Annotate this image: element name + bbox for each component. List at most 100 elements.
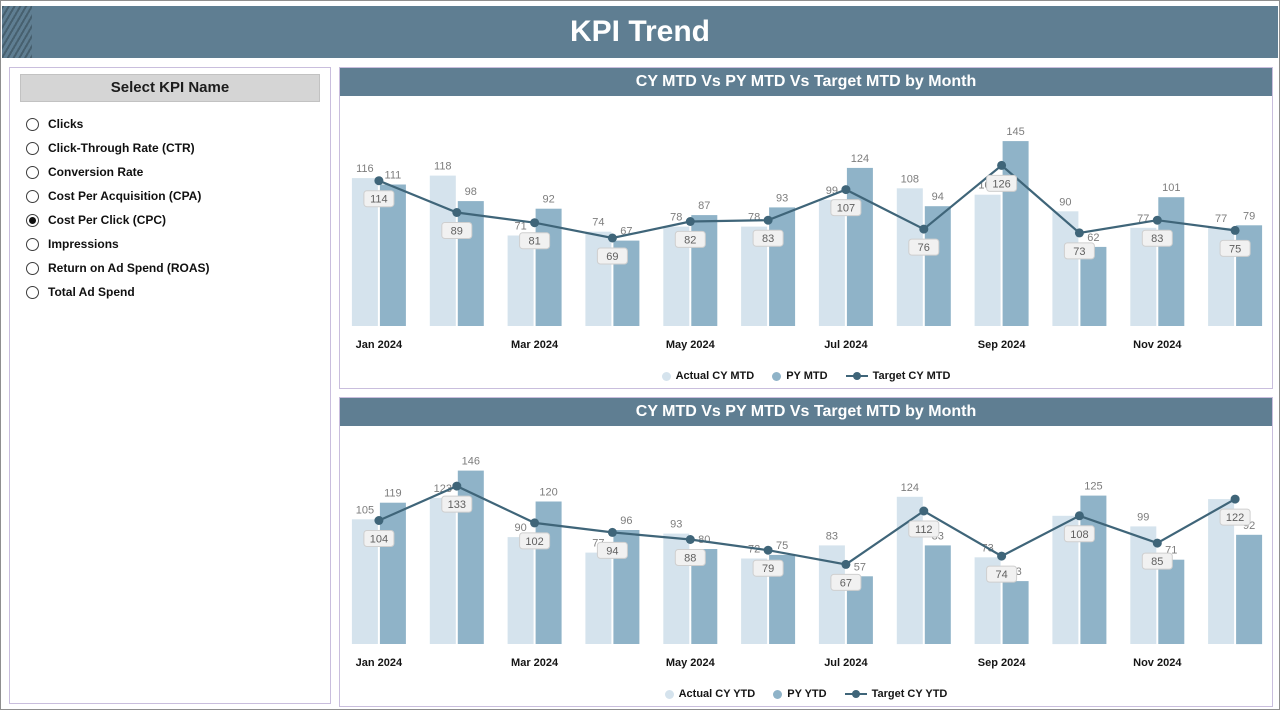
py-bar[interactable]: [846, 167, 873, 326]
target-dot[interactable]: [1074, 228, 1084, 238]
target-dot[interactable]: [763, 545, 773, 555]
actual-bar[interactable]: [507, 537, 534, 644]
target-label-box: [908, 520, 940, 538]
actual-bar[interactable]: [974, 194, 1001, 326]
target-value-label: 122: [1226, 512, 1244, 524]
target-dot[interactable]: [997, 160, 1007, 170]
bar-value-label: 71: [514, 221, 526, 233]
legend-label: PY MTD: [786, 370, 828, 382]
target-dot[interactable]: [841, 185, 851, 195]
target-dot[interactable]: [919, 506, 929, 516]
py-bar[interactable]: [1158, 197, 1185, 326]
target-value-label: 133: [448, 499, 466, 511]
kpi-option-return-on-ad-spend-roas[interactable]: Return on Ad Spend (ROAS): [10, 256, 330, 280]
py-bar[interactable]: [379, 502, 406, 644]
bar-value-label: 108: [901, 173, 919, 185]
target-dot[interactable]: [452, 481, 462, 491]
py-bar[interactable]: [924, 206, 951, 326]
actual-bar[interactable]: [429, 497, 456, 644]
target-dot[interactable]: [685, 217, 695, 226]
legend-item-py-mtd[interactable]: PY MTD: [772, 370, 828, 382]
kpi-option-cost-per-click-cpc[interactable]: Cost Per Click (CPC): [10, 208, 330, 232]
target-dot[interactable]: [1152, 215, 1162, 225]
py-bar[interactable]: [1080, 246, 1107, 326]
radio-icon[interactable]: [26, 285, 39, 299]
radio-icon[interactable]: [26, 165, 39, 179]
target-value-label: 114: [370, 194, 388, 206]
series-marker-icon: [772, 371, 782, 381]
target-dot[interactable]: [1230, 494, 1240, 504]
target-dot[interactable]: [685, 535, 695, 544]
bar-value-label: 90: [514, 522, 526, 534]
target-dot[interactable]: [997, 551, 1007, 561]
legend-item-py-ytd[interactable]: PY YTD: [773, 688, 827, 700]
target-value-label: 67: [840, 577, 852, 589]
kpi-option-clicks[interactable]: Clicks: [10, 112, 330, 136]
target-dot[interactable]: [1230, 225, 1240, 235]
legend-item-actual-cy-ytd[interactable]: Actual CY YTD: [664, 688, 755, 700]
radio-selected-icon[interactable]: [26, 213, 39, 227]
actual-bar[interactable]: [429, 175, 456, 326]
radio-icon[interactable]: [26, 237, 39, 251]
target-dot[interactable]: [607, 233, 617, 243]
actual-bar[interactable]: [507, 235, 534, 327]
py-bar[interactable]: [457, 201, 484, 326]
target-value-label: 126: [992, 178, 1010, 190]
kpi-option-label: Return on Ad Spend (ROAS): [48, 261, 210, 275]
radio-icon[interactable]: [26, 141, 39, 155]
py-bar[interactable]: [924, 545, 951, 644]
actual-bar[interactable]: [1052, 211, 1079, 326]
kpi-option-cost-per-acquisition-cpa[interactable]: Cost Per Acquisition (CPA): [10, 184, 330, 208]
actual-bar[interactable]: [1130, 526, 1157, 644]
py-bar[interactable]: [769, 207, 796, 326]
py-bar[interactable]: [379, 184, 406, 327]
actual-bar[interactable]: [585, 552, 612, 644]
target-dot[interactable]: [607, 527, 617, 537]
x-axis-label: Nov 2024: [1133, 339, 1182, 351]
radio-icon[interactable]: [26, 117, 39, 131]
chart-panel-mtd: CY MTD Vs PY MTD Vs Target MTD by Month …: [339, 67, 1273, 389]
bar-value-label: 116: [356, 163, 374, 175]
actual-bar[interactable]: [896, 496, 923, 645]
kpi-option-total-ad-spend[interactable]: Total Ad Spend: [10, 280, 330, 304]
target-dot[interactable]: [763, 215, 773, 225]
x-axis-label: Sep 2024: [978, 657, 1027, 669]
bar-value-label: 101: [1162, 182, 1180, 194]
py-bar[interactable]: [1158, 559, 1185, 644]
target-dot[interactable]: [1152, 538, 1162, 548]
kpi-option-click-through-rate-ctr[interactable]: Click-Through Rate (CTR): [10, 136, 330, 160]
target-label-box: [752, 229, 784, 247]
target-dot[interactable]: [530, 218, 540, 228]
bar-value-label: 118: [434, 161, 452, 173]
target-label-box: [752, 559, 784, 577]
actual-bar[interactable]: [818, 199, 845, 326]
py-bar[interactable]: [1002, 581, 1029, 644]
target-dot[interactable]: [530, 518, 540, 528]
target-dot[interactable]: [1074, 511, 1084, 521]
target-label-box: [1141, 552, 1173, 570]
bar-value-label: 146: [462, 456, 480, 468]
target-dot[interactable]: [841, 559, 851, 569]
target-dot[interactable]: [919, 224, 929, 234]
target-dot[interactable]: [374, 516, 384, 525]
target-dot[interactable]: [374, 176, 384, 186]
actual-bar[interactable]: [585, 231, 612, 326]
kpi-option-conversion-rate[interactable]: Conversion Rate: [10, 160, 330, 184]
line-marker-icon: [845, 372, 868, 379]
kpi-option-impressions[interactable]: Impressions: [10, 232, 330, 256]
actual-bar[interactable]: [896, 188, 923, 326]
radio-icon[interactable]: [26, 261, 39, 275]
legend-item-target-cy-ytd[interactable]: Target CY YTD: [844, 688, 947, 700]
radio-icon[interactable]: [26, 189, 39, 203]
bar-value-label: 78: [748, 212, 760, 224]
target-dot[interactable]: [452, 208, 462, 217]
kpi-panel-title: Select KPI Name: [20, 74, 320, 102]
bar-value-label: 80: [698, 534, 710, 546]
bar-value-label: 75: [776, 540, 788, 552]
legend-item-actual-cy-mtd[interactable]: Actual CY MTD: [661, 370, 754, 382]
target-label-box: [596, 541, 628, 559]
py-bar[interactable]: [1002, 141, 1029, 326]
py-bar[interactable]: [1236, 534, 1263, 645]
legend-item-target-cy-mtd[interactable]: Target CY MTD: [845, 370, 950, 382]
bar-value-label: 87: [698, 200, 710, 212]
